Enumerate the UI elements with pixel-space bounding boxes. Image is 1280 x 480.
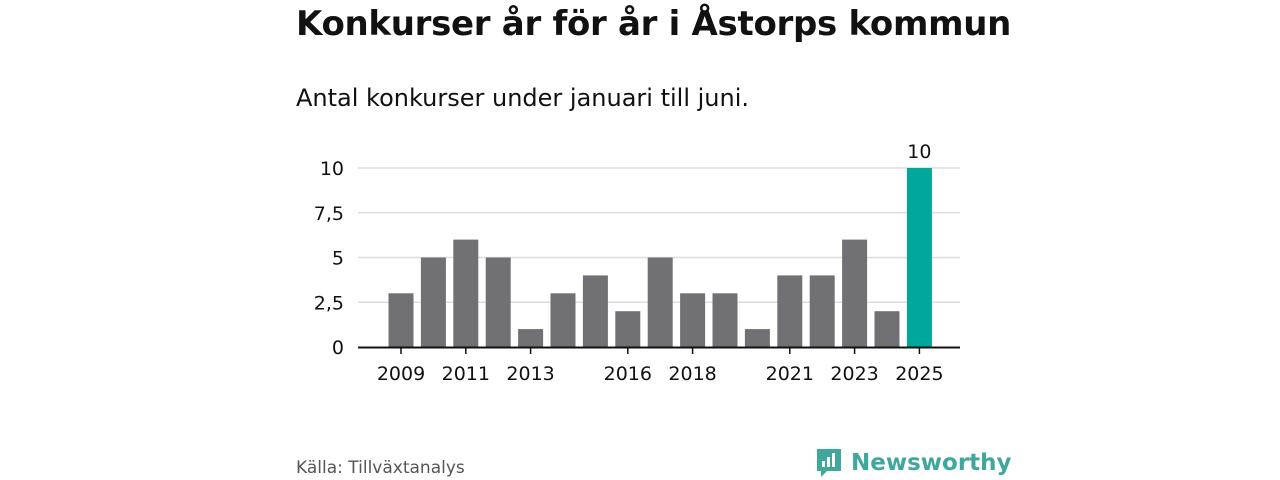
y-tick-label: 10 <box>320 158 344 180</box>
bar-2017 <box>647 257 673 347</box>
bar-2022 <box>809 275 835 347</box>
bar-2012 <box>485 257 511 347</box>
bar-2011 <box>453 239 479 347</box>
bar-2023 <box>842 239 868 347</box>
bar-2014 <box>550 293 576 347</box>
newsworthy-logo-icon <box>817 449 841 477</box>
bar-2010 <box>420 257 446 347</box>
bar-chart: 0 2,5 5 7,5 10 10 2009 2011 2013 2016 2018 2021 2023… <box>314 141 960 385</box>
bar-2020 <box>744 329 770 347</box>
bar-2019 <box>712 293 738 347</box>
x-tick-label: 2021 <box>766 363 814 385</box>
x-tick-label: 2023 <box>830 363 878 385</box>
bar-2015 <box>582 275 608 347</box>
y-tick-label: 7,5 <box>314 203 344 225</box>
x-tick-label: 2009 <box>377 363 425 385</box>
y-tick-label: 2,5 <box>314 292 344 314</box>
bar-2021 <box>777 275 803 347</box>
chart-subtitle: Antal konkurser under januari till juni. <box>296 84 749 112</box>
source-note: Källa: Tillväxtanalys <box>296 458 465 478</box>
bar-2024 <box>874 311 900 347</box>
x-tick-label: 2016 <box>604 363 652 385</box>
bar-2009 <box>388 293 414 347</box>
bar-2025 <box>906 168 932 347</box>
bar-2016 <box>615 311 641 347</box>
chart-title: Konkurser år för år i Åstorps kommun <box>296 4 1012 44</box>
x-tick-label: 2025 <box>895 363 943 385</box>
x-tick-label: 2018 <box>668 363 716 385</box>
y-tick-label: 0 <box>332 337 344 359</box>
data-label-2025: 10 <box>907 141 931 163</box>
x-tick-label: 2013 <box>506 363 554 385</box>
bar-2013 <box>518 329 544 347</box>
bar-2018 <box>680 293 706 347</box>
brand-name: Newsworthy <box>851 450 1012 476</box>
brand-logo: Newsworthy <box>815 447 1012 479</box>
y-tick-label: 5 <box>332 248 344 270</box>
x-tick-label: 2011 <box>442 363 490 385</box>
